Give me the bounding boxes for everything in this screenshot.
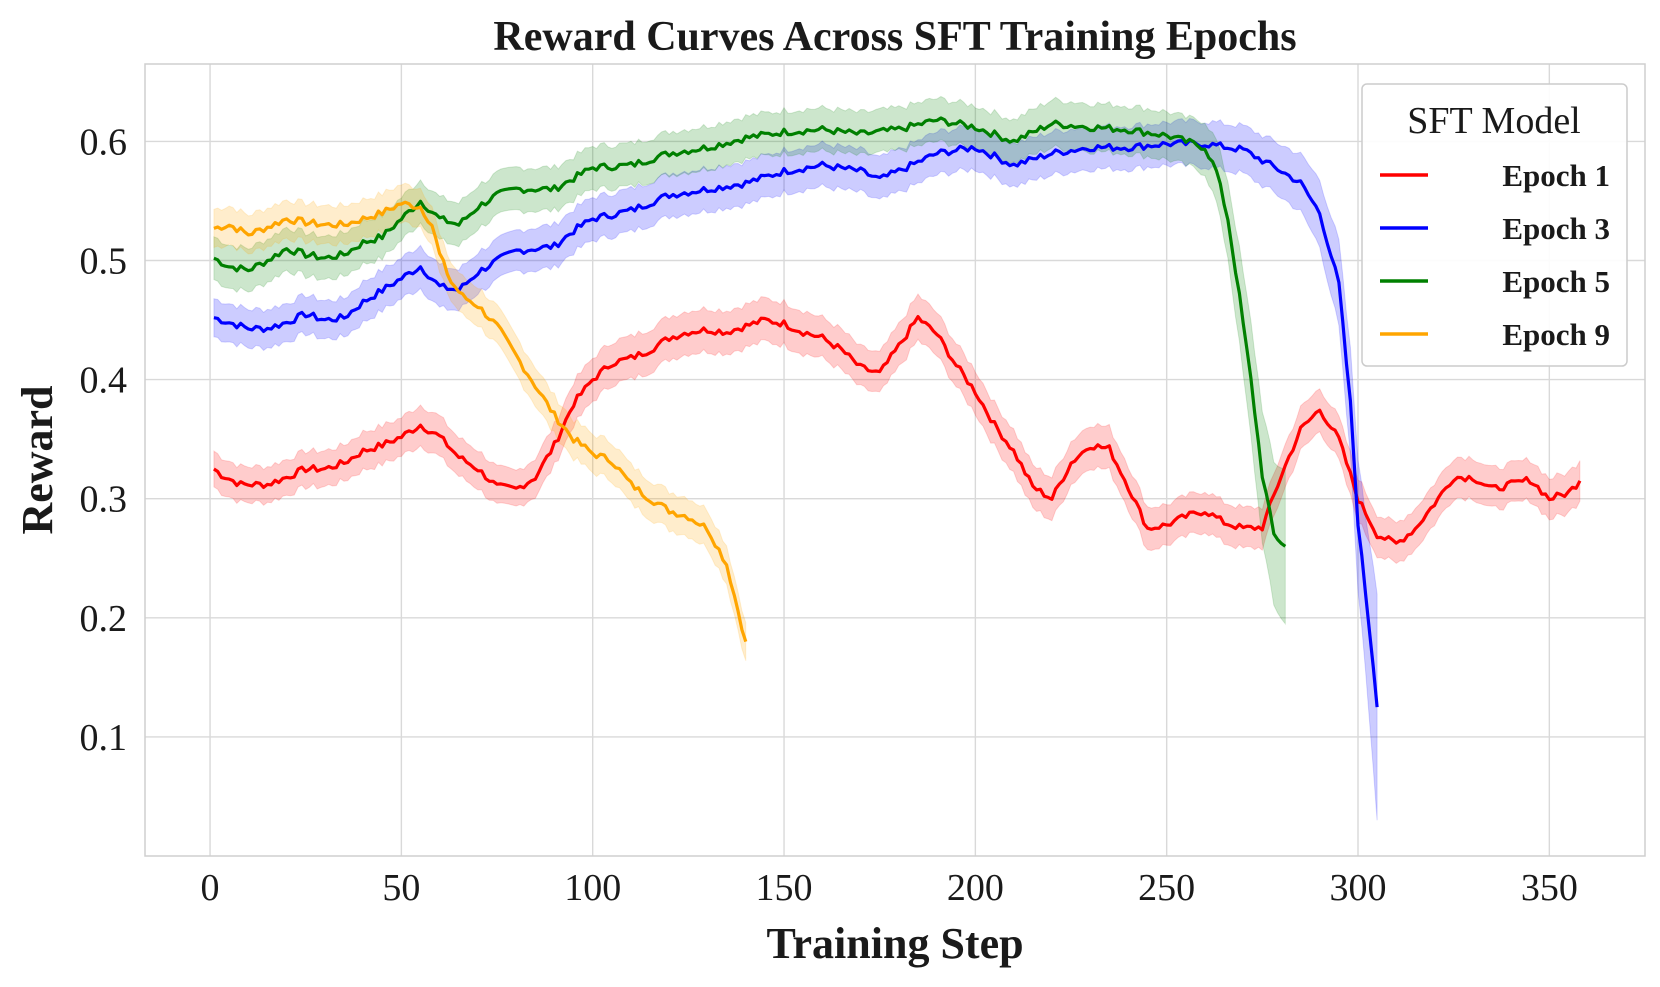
y-axis-label: Reward [13, 385, 62, 534]
plot-frame [144, 63, 1646, 857]
x-axis-label: Training Step [766, 919, 1023, 968]
series-line-epoch-9 [213, 200, 748, 643]
series-lines [213, 116, 1582, 708]
chart-title: Reward Curves Across SFT Training Epochs [493, 14, 1296, 60]
series-line-epoch-1 [213, 315, 1582, 545]
confidence-band-epoch-9 [213, 182, 747, 661]
x-tick-label: 300 [1330, 867, 1387, 909]
y-tick-label: 0.4 [80, 360, 128, 402]
y-tick-label: 0.2 [80, 598, 128, 640]
y-tick-label: 0.1 [80, 717, 128, 759]
legend-label-epoch-5: Epoch 5 [1502, 264, 1610, 299]
x-tick-label: 100 [564, 867, 621, 909]
legend: SFT Model Epoch 1 Epoch 3 Epoch 5 Epoch 9 [1361, 83, 1628, 367]
x-tick-label: 350 [1521, 867, 1578, 909]
legend-title: SFT Model [1407, 100, 1581, 142]
y-tick-label: 0.6 [80, 121, 128, 163]
y-tick-label: 0.3 [80, 479, 128, 521]
x-tick-label: 0 [201, 867, 220, 909]
tick-labels: 0 50 100 150 200 250 300 350 0.1 0.2 0.3 0.4 0.5 0.6 [80, 121, 1578, 909]
series-line-epoch-3 [213, 139, 1379, 708]
legend-label-epoch-1: Epoch 1 [1502, 158, 1610, 193]
legend-entries: Epoch 1 Epoch 3 Epoch 5 Epoch 9 [1380, 158, 1610, 352]
series-line-epoch-5 [213, 116, 1287, 548]
x-tick-label: 250 [1138, 867, 1195, 909]
x-tick-label: 150 [756, 867, 813, 909]
confidence-band-epoch-3 [213, 117, 1378, 821]
legend-label-epoch-3: Epoch 3 [1502, 211, 1610, 246]
legend-label-epoch-9: Epoch 9 [1502, 317, 1610, 352]
confidence-band-epoch-5 [213, 95, 1286, 626]
legend-box [1361, 83, 1628, 367]
x-tick-label: 200 [947, 867, 1004, 909]
x-tick-label: 50 [382, 867, 420, 909]
y-tick-label: 0.5 [80, 241, 128, 283]
